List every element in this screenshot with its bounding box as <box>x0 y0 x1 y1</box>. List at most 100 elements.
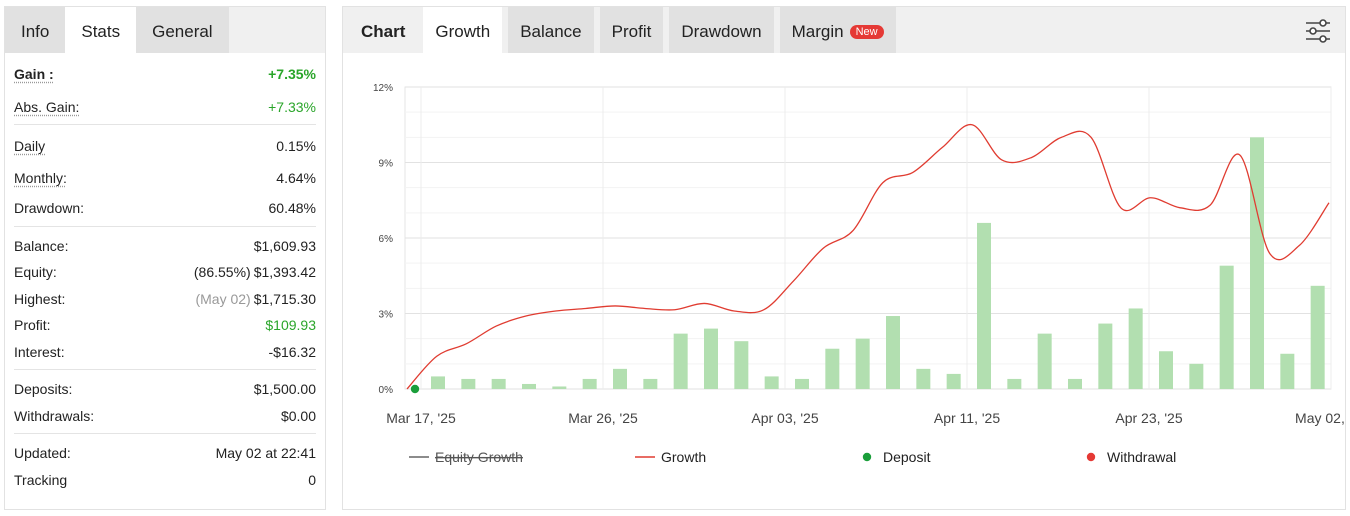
x-tick-label: Apr 23, '25 <box>1115 410 1182 426</box>
x-tick-label: Apr 03, '25 <box>751 410 818 426</box>
y-tick-label: 3% <box>379 310 394 321</box>
growth-bar <box>977 222 991 389</box>
legend-withdrawal-swatch <box>1086 452 1096 462</box>
growth-bar <box>673 333 688 389</box>
tracking-row: Tracking 0 <box>14 467 316 494</box>
drawdown-row: Drawdown: 60.48% <box>14 195 316 222</box>
highest-date: (May 02) <box>195 290 251 307</box>
y-tick-label: 6% <box>379 234 394 245</box>
growth-bar <box>1007 378 1022 389</box>
tracking-label: Tracking <box>14 471 68 488</box>
chart-grid <box>404 86 1332 390</box>
daily-label[interactable]: Daily <box>14 138 46 155</box>
highest-value: $1,715.30 <box>253 290 316 307</box>
equity-row: Equity: (86.55%) $1,393.42 <box>14 259 316 286</box>
x-tick-label: Mar 26, '25 <box>568 410 638 426</box>
growth-bar <box>643 378 658 389</box>
stats-tabs: Info Stats General <box>5 7 325 53</box>
gain-group: Gain : +7.35% Abs. Gain: +7.33% <box>14 53 316 125</box>
tab-stats[interactable]: Stats <box>65 7 137 53</box>
gain-label[interactable]: Gain : <box>14 66 54 83</box>
new-badge: New <box>849 25 884 39</box>
daily-value: 0.15% <box>276 138 316 155</box>
growth-line <box>406 124 1330 390</box>
abs-gain-label[interactable]: Abs. Gain: <box>14 98 80 115</box>
tab-balance[interactable]: Balance <box>508 7 594 53</box>
growth-bar <box>764 376 779 389</box>
sliders-icon[interactable] <box>1303 16 1333 46</box>
abs-gain-row: Abs. Gain: +7.33% <box>14 94 316 121</box>
growth-bar <box>704 328 718 389</box>
tracking-value: 0 <box>308 471 316 488</box>
growth-bar <box>1189 363 1204 389</box>
growth-bar <box>855 338 870 389</box>
tab-general[interactable]: General <box>136 7 229 53</box>
chart-legend: Equity Growth Growth Deposit Withdrawal <box>409 449 1176 465</box>
x-axis-labels: Mar 17, '25 Mar 26, '25 Apr 03, '25 Apr 11,… <box>386 410 1345 426</box>
x-tick-label: May 02, '25 <box>1295 410 1345 426</box>
withdrawals-label: Withdrawals: <box>14 407 95 424</box>
tab-growth[interactable]: Growth <box>423 7 503 53</box>
x-tick-label: Apr 11, '25 <box>934 410 1000 426</box>
legend-deposit: Deposit <box>883 449 931 465</box>
growth-bar <box>1219 265 1234 389</box>
interest-value: -$16.32 <box>268 343 316 360</box>
growth-bar <box>886 316 900 389</box>
equity-label: Equity: <box>14 264 57 281</box>
y-tick-label: 9% <box>379 159 394 170</box>
balance-label: Balance: <box>14 237 69 254</box>
equity-value: $1,393.42 <box>253 264 316 281</box>
growth-bar <box>1128 308 1143 389</box>
growth-bar <box>613 368 627 389</box>
tab-margin[interactable]: Margin New <box>779 7 896 53</box>
chart-panel: Chart Growth Balance Profit Drawdown Mar… <box>342 6 1346 510</box>
legend-growth: Growth <box>661 449 706 465</box>
growth-bar <box>1250 137 1264 389</box>
growth-bar <box>1068 378 1082 389</box>
growth-bar <box>522 383 536 389</box>
tab-info[interactable]: Info <box>5 7 66 53</box>
tab-drawdown[interactable]: Drawdown <box>669 7 774 53</box>
equity-percent: (86.55%) <box>193 264 251 281</box>
growth-bar <box>916 368 931 389</box>
interest-label: Interest: <box>14 343 65 360</box>
growth-bar <box>461 378 476 389</box>
profit-label: Profit: <box>14 317 51 334</box>
withdrawals-row: Withdrawals: $0.00 <box>14 403 316 430</box>
growth-bar <box>1037 333 1052 389</box>
tab-margin-label: Margin <box>791 22 844 41</box>
updated-group: Updated: May 02 at 22:41 Tracking 0 <box>14 434 316 497</box>
profit-value: $109.93 <box>265 317 316 334</box>
x-tick-label: Mar 17, '25 <box>386 410 456 426</box>
highest-label: Highest: <box>14 290 66 307</box>
deposit-point <box>410 384 420 394</box>
gain-value: +7.35% <box>268 66 316 83</box>
growth-bar <box>1098 323 1113 389</box>
legend-withdrawal: Withdrawal <box>1107 449 1176 465</box>
growth-chart: 0% 3% 6% 9% 12% Mar 17, '25 Mar 26, '25 Apr 03… <box>373 83 1345 465</box>
deposits-value: $1,500.00 <box>253 381 316 398</box>
deposits-label: Deposits: <box>14 381 73 398</box>
growth-bar <box>582 378 597 389</box>
abs-gain-value: +7.33% <box>268 98 316 115</box>
gain-row: Gain : +7.35% <box>14 61 316 88</box>
balance-value: $1,609.93 <box>253 237 316 254</box>
updated-label: Updated: <box>14 445 71 462</box>
growth-bar <box>946 373 961 389</box>
growth-bar <box>1159 351 1173 389</box>
deposits-group: Deposits: $1,500.00 Withdrawals: $0.00 <box>14 370 316 434</box>
updated-value: May 02 at 22:41 <box>215 445 316 462</box>
legend-deposit-swatch <box>862 452 872 462</box>
monthly-label[interactable]: Monthly: <box>14 169 67 186</box>
withdrawals-value: $0.00 <box>280 407 316 424</box>
profit-row: Profit: $109.93 <box>14 312 316 339</box>
bar-series <box>431 137 1325 389</box>
rates-group: Daily 0.15% Monthly: 4.64% Drawdown: 60.… <box>14 125 316 227</box>
growth-bar <box>795 378 809 389</box>
stats-panel: Info Stats General Gain : +7.35% Abs. Ga… <box>4 6 326 510</box>
chart-title-tab: Chart <box>361 22 406 41</box>
monthly-value: 4.64% <box>276 169 316 186</box>
deposit-points <box>410 384 420 394</box>
tab-profit[interactable]: Profit <box>599 7 664 53</box>
deposits-row: Deposits: $1,500.00 <box>14 376 316 403</box>
